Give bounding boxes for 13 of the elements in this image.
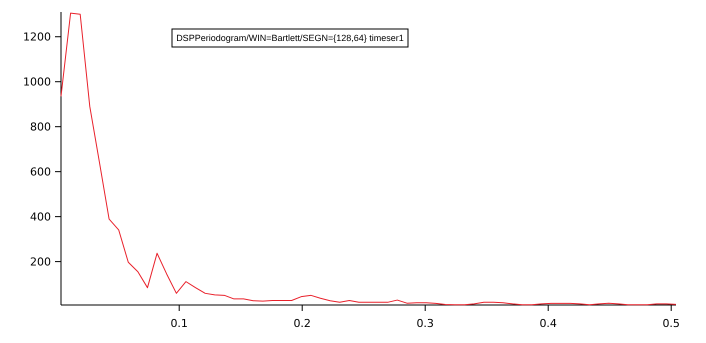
- y-tick-label: 400: [30, 210, 51, 224]
- y-tick-label: 1000: [23, 76, 51, 89]
- x-tick-label: 0.3: [416, 317, 434, 330]
- y-tick-label: 600: [30, 166, 51, 179]
- x-tick-label: 0.5: [662, 317, 680, 330]
- line-series: [60, 12, 676, 306]
- annotation: DSPPeriodogram/WIN=Bartlett/SEGN={128,64} timeser1: [176, 33, 404, 44]
- x-tick-label: 0.4: [539, 317, 557, 330]
- x-tick-label: 0.2: [293, 317, 311, 330]
- y-tick-label: 800: [30, 120, 51, 134]
- y-tick-label: 200: [30, 255, 51, 268]
- x-tick-label: 0.1: [170, 317, 188, 330]
- y-tick-label: 1200: [23, 30, 51, 44]
